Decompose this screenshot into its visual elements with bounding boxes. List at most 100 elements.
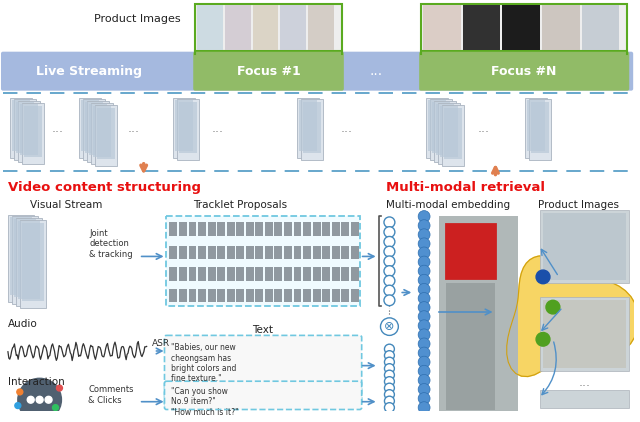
Text: Multi-modal retrieval: Multi-modal retrieval bbox=[387, 181, 545, 194]
Circle shape bbox=[15, 403, 21, 408]
Circle shape bbox=[385, 351, 394, 360]
Circle shape bbox=[36, 396, 43, 403]
FancyBboxPatch shape bbox=[255, 222, 263, 236]
FancyBboxPatch shape bbox=[444, 108, 461, 159]
Text: Focus #1: Focus #1 bbox=[237, 65, 300, 78]
FancyBboxPatch shape bbox=[236, 246, 244, 260]
FancyBboxPatch shape bbox=[540, 210, 629, 283]
FancyBboxPatch shape bbox=[280, 5, 306, 50]
FancyBboxPatch shape bbox=[22, 103, 44, 164]
FancyBboxPatch shape bbox=[297, 97, 319, 158]
FancyBboxPatch shape bbox=[255, 289, 263, 302]
Circle shape bbox=[418, 402, 430, 414]
FancyBboxPatch shape bbox=[463, 5, 500, 50]
FancyBboxPatch shape bbox=[527, 100, 545, 151]
FancyBboxPatch shape bbox=[227, 267, 235, 281]
Text: ...: ... bbox=[51, 122, 63, 135]
FancyBboxPatch shape bbox=[1, 51, 633, 91]
Circle shape bbox=[536, 333, 550, 346]
Circle shape bbox=[17, 389, 23, 395]
FancyBboxPatch shape bbox=[12, 216, 38, 304]
FancyBboxPatch shape bbox=[246, 246, 253, 260]
FancyBboxPatch shape bbox=[265, 289, 273, 302]
FancyBboxPatch shape bbox=[170, 222, 177, 236]
Circle shape bbox=[381, 318, 398, 335]
FancyBboxPatch shape bbox=[442, 106, 464, 166]
FancyBboxPatch shape bbox=[85, 103, 103, 153]
Circle shape bbox=[385, 377, 394, 387]
FancyBboxPatch shape bbox=[236, 222, 244, 236]
FancyBboxPatch shape bbox=[22, 223, 44, 301]
Circle shape bbox=[384, 227, 395, 238]
FancyBboxPatch shape bbox=[179, 103, 197, 153]
FancyBboxPatch shape bbox=[227, 289, 235, 302]
FancyBboxPatch shape bbox=[198, 289, 206, 302]
FancyBboxPatch shape bbox=[525, 97, 547, 158]
Circle shape bbox=[546, 300, 560, 314]
FancyBboxPatch shape bbox=[312, 222, 321, 236]
FancyBboxPatch shape bbox=[423, 5, 461, 50]
Circle shape bbox=[418, 320, 430, 332]
FancyBboxPatch shape bbox=[322, 267, 330, 281]
FancyBboxPatch shape bbox=[449, 227, 492, 275]
Text: ...: ... bbox=[370, 64, 383, 78]
FancyBboxPatch shape bbox=[246, 222, 253, 236]
Circle shape bbox=[384, 236, 395, 247]
FancyBboxPatch shape bbox=[275, 222, 282, 236]
FancyBboxPatch shape bbox=[225, 5, 251, 50]
FancyBboxPatch shape bbox=[540, 298, 629, 371]
FancyBboxPatch shape bbox=[426, 97, 448, 158]
FancyBboxPatch shape bbox=[438, 103, 460, 164]
Circle shape bbox=[385, 396, 394, 406]
FancyBboxPatch shape bbox=[434, 101, 456, 162]
Circle shape bbox=[418, 347, 430, 359]
Circle shape bbox=[384, 285, 395, 296]
FancyBboxPatch shape bbox=[341, 289, 349, 302]
FancyBboxPatch shape bbox=[175, 100, 193, 151]
FancyBboxPatch shape bbox=[179, 222, 187, 236]
FancyBboxPatch shape bbox=[265, 267, 273, 281]
Circle shape bbox=[418, 392, 430, 404]
FancyBboxPatch shape bbox=[89, 104, 107, 155]
Text: Multi-modal embedding: Multi-modal embedding bbox=[387, 200, 511, 210]
FancyBboxPatch shape bbox=[97, 108, 115, 159]
FancyBboxPatch shape bbox=[170, 246, 177, 260]
Circle shape bbox=[385, 390, 394, 400]
FancyBboxPatch shape bbox=[351, 222, 358, 236]
Circle shape bbox=[385, 344, 394, 354]
FancyBboxPatch shape bbox=[303, 289, 311, 302]
FancyBboxPatch shape bbox=[322, 222, 330, 236]
Circle shape bbox=[384, 246, 395, 257]
FancyBboxPatch shape bbox=[207, 246, 216, 260]
FancyBboxPatch shape bbox=[540, 390, 629, 408]
Text: Product Images: Product Images bbox=[538, 200, 619, 210]
FancyBboxPatch shape bbox=[18, 101, 40, 162]
FancyBboxPatch shape bbox=[439, 216, 518, 411]
FancyBboxPatch shape bbox=[14, 100, 36, 160]
FancyBboxPatch shape bbox=[8, 214, 34, 302]
Circle shape bbox=[385, 364, 394, 373]
FancyBboxPatch shape bbox=[198, 267, 206, 281]
Circle shape bbox=[384, 217, 395, 227]
FancyBboxPatch shape bbox=[341, 267, 349, 281]
FancyBboxPatch shape bbox=[341, 246, 349, 260]
FancyBboxPatch shape bbox=[301, 100, 323, 160]
Text: Live Streaming: Live Streaming bbox=[36, 65, 142, 78]
FancyBboxPatch shape bbox=[294, 267, 301, 281]
FancyBboxPatch shape bbox=[24, 106, 42, 157]
FancyBboxPatch shape bbox=[189, 222, 196, 236]
FancyBboxPatch shape bbox=[284, 222, 292, 236]
FancyBboxPatch shape bbox=[217, 267, 225, 281]
Text: Comments
& Clicks: Comments & Clicks bbox=[88, 385, 134, 405]
FancyBboxPatch shape bbox=[198, 246, 206, 260]
FancyBboxPatch shape bbox=[10, 97, 32, 158]
Circle shape bbox=[418, 292, 430, 304]
FancyBboxPatch shape bbox=[284, 246, 292, 260]
Circle shape bbox=[52, 405, 58, 411]
Circle shape bbox=[418, 211, 430, 222]
FancyBboxPatch shape bbox=[351, 289, 358, 302]
FancyBboxPatch shape bbox=[255, 246, 263, 260]
FancyBboxPatch shape bbox=[312, 246, 321, 260]
FancyBboxPatch shape bbox=[463, 5, 500, 50]
FancyBboxPatch shape bbox=[81, 100, 99, 151]
